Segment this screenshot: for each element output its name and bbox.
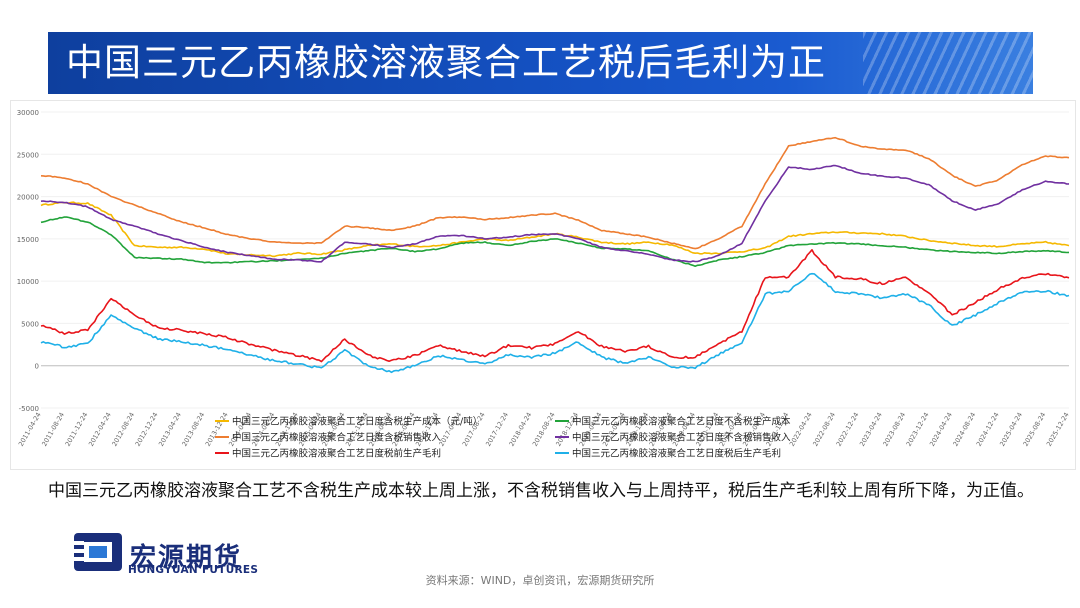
x-tick-label: 2023-08-24 xyxy=(881,411,907,448)
x-tick-label: 2018-08-24 xyxy=(531,411,557,448)
x-tick-label: 2023-12-24 xyxy=(905,411,931,448)
y-tick-label: 0 xyxy=(35,363,39,371)
x-tick-label: 2022-04-24 xyxy=(788,411,814,448)
legend-entry-margin_pre: 中国三元乙丙橡胶溶液聚合工艺日度税前生产毛利 xyxy=(232,448,441,460)
series-line-margin_post xyxy=(40,272,1070,374)
legend-entry-margin_post: 中国三元乙丙橡胶溶液聚合工艺日度税后生产毛利 xyxy=(572,448,781,460)
x-tick-label: 2025-04-24 xyxy=(998,411,1024,448)
x-tick-label: 2011-04-24 xyxy=(17,411,43,448)
x-tick-label: 2011-08-24 xyxy=(40,411,66,448)
x-tick-label: 2013-12-24 xyxy=(204,411,230,448)
logo-english-name: HONGYUAN FUTURES xyxy=(128,564,259,576)
banner-stripes-decoration xyxy=(863,32,1033,94)
source-note: 资料来源：WIND，卓创资讯，宏源期货研究所 xyxy=(425,574,655,587)
x-tick-label: 2018-04-24 xyxy=(508,411,534,448)
y-tick-label: 20000 xyxy=(17,194,39,202)
x-tick-label: 2012-12-24 xyxy=(134,411,160,448)
legend-entry-rev_notax: 中国三元乙丙橡胶溶液聚合工艺日度不含税销售收入 xyxy=(572,432,791,444)
x-tick-label: 2022-08-24 xyxy=(811,411,837,448)
x-tick-label: 2022-12-24 xyxy=(835,411,861,448)
x-tick-label: 2017-12-24 xyxy=(484,411,510,448)
logo-name: 宏源期货 xyxy=(130,543,243,573)
series-line-rev_notax xyxy=(40,164,1070,263)
x-tick-label: 2011-12-24 xyxy=(64,411,90,448)
y-tick-label: 25000 xyxy=(17,151,39,159)
y-tick-label: 30000 xyxy=(17,109,39,117)
x-tick-label: 2025-12-24 xyxy=(1045,411,1071,448)
title-banner: 中国三元乙丙橡胶溶液聚合工艺税后毛利为正 xyxy=(48,32,1033,94)
series-line-cost_notax xyxy=(40,216,1070,267)
x-tick-label: 2013-04-24 xyxy=(157,411,183,448)
hongyuan-logo-icon xyxy=(72,533,122,571)
y-tick-label: 5000 xyxy=(21,320,39,328)
x-tick-label: 2023-04-24 xyxy=(858,411,884,448)
x-tick-label: 2024-08-24 xyxy=(951,411,977,448)
x-tick-label: 2025-08-24 xyxy=(1022,411,1048,448)
x-tick-label: 2012-08-24 xyxy=(110,411,136,448)
series-line-margin_pre xyxy=(40,249,1070,363)
y-tick-label: 15000 xyxy=(17,236,39,244)
y-tick-label: -5000 xyxy=(19,405,39,413)
x-tick-label: 2024-12-24 xyxy=(975,411,1001,448)
summary-text: 中国三元乙丙橡胶溶液聚合工艺不含税生产成本较上周上涨，不含税销售收入与上周持平，… xyxy=(48,481,1034,501)
legend-entry-cost_tax: 中国三元乙丙橡胶溶液聚合工艺日度含税生产成本（元/吨） xyxy=(232,416,482,428)
chart-frame: -5000 0 5000 10000 15000 20000 25000 30000 2011-… xyxy=(10,100,1076,470)
x-tick-label: 2013-08-24 xyxy=(180,411,206,448)
series-line-rev_tax xyxy=(40,136,1070,250)
line-chart: -5000 0 5000 10000 15000 20000 25000 30000 2011-… xyxy=(17,109,1071,460)
x-tick-label: 2024-04-24 xyxy=(928,411,954,448)
x-tick-label: 2012-04-24 xyxy=(87,411,113,448)
legend-entry-cost_notax: 中国三元乙丙橡胶溶液聚合工艺日度不含税生产成本 xyxy=(572,416,791,428)
page-title: 中国三元乙丙橡胶溶液聚合工艺税后毛利为正 xyxy=(66,41,826,84)
legend-entry-rev_tax: 中国三元乙丙橡胶溶液聚合工艺日度含税销售收入 xyxy=(232,432,442,444)
y-tick-label: 10000 xyxy=(17,278,39,286)
